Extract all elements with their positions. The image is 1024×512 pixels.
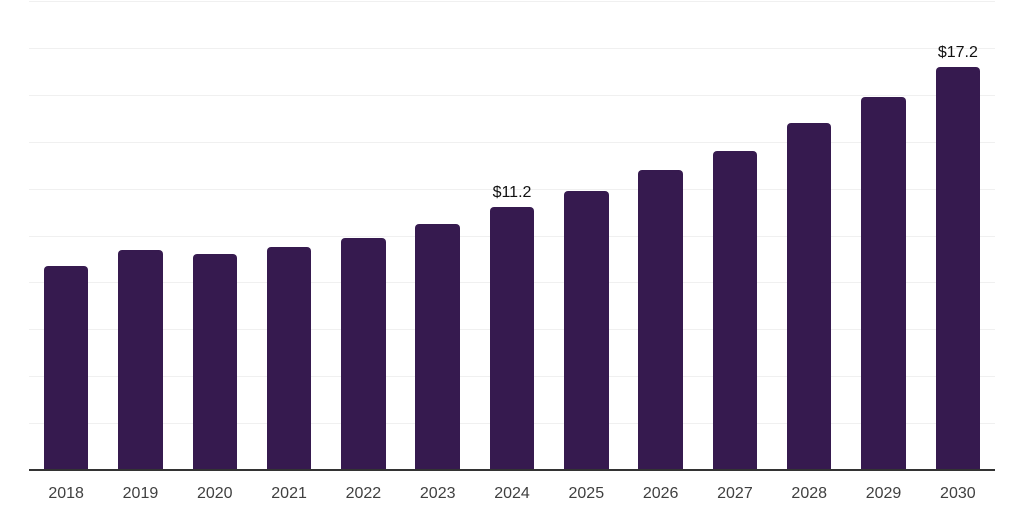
gridline bbox=[29, 141, 995, 143]
gridline bbox=[29, 1, 995, 2]
x-tick-label-2029: 2029 bbox=[865, 485, 902, 502]
bar-2023[interactable] bbox=[415, 223, 460, 470]
x-axis-line bbox=[29, 469, 995, 471]
x-tick-label-2025: 2025 bbox=[568, 485, 605, 502]
x-tick-label-2021: 2021 bbox=[271, 485, 307, 502]
bar-2030[interactable] bbox=[935, 66, 981, 470]
bar-2018[interactable] bbox=[43, 266, 89, 470]
x-tick-label-2020: 2020 bbox=[196, 485, 233, 502]
x-tick-label-2019: 2019 bbox=[122, 485, 159, 502]
bar-2028[interactable] bbox=[786, 122, 832, 470]
gridline bbox=[29, 47, 995, 49]
gridline bbox=[29, 188, 995, 190]
bar-2019[interactable] bbox=[118, 249, 163, 470]
x-tick-label-2028: 2028 bbox=[791, 485, 828, 502]
value-label-2024: $11.2 bbox=[492, 184, 532, 202]
bar-2027[interactable] bbox=[712, 151, 758, 470]
x-tick-label-2022: 2022 bbox=[345, 485, 382, 502]
bar-2022[interactable] bbox=[341, 237, 386, 470]
x-tick-label-2018: 2018 bbox=[48, 485, 84, 502]
bar-2024[interactable] bbox=[489, 207, 535, 470]
x-tick-label-2026: 2026 bbox=[642, 485, 679, 502]
bar-2021[interactable] bbox=[266, 247, 312, 470]
bar-2029[interactable] bbox=[861, 97, 906, 470]
value-label-2030: $17.2 bbox=[937, 43, 978, 61]
x-tick-label-2024: 2024 bbox=[494, 485, 530, 502]
gridline bbox=[29, 94, 995, 96]
bar-2020[interactable] bbox=[192, 254, 238, 470]
x-tick-label-2030: 2030 bbox=[940, 485, 976, 502]
bar-2026[interactable] bbox=[638, 169, 683, 470]
x-tick-label-2023: 2023 bbox=[419, 485, 456, 502]
x-tick-label-2027: 2027 bbox=[717, 485, 753, 502]
bar-2025[interactable] bbox=[564, 190, 609, 470]
plot-area: $11.2 $17.2 bbox=[29, 1, 995, 470]
